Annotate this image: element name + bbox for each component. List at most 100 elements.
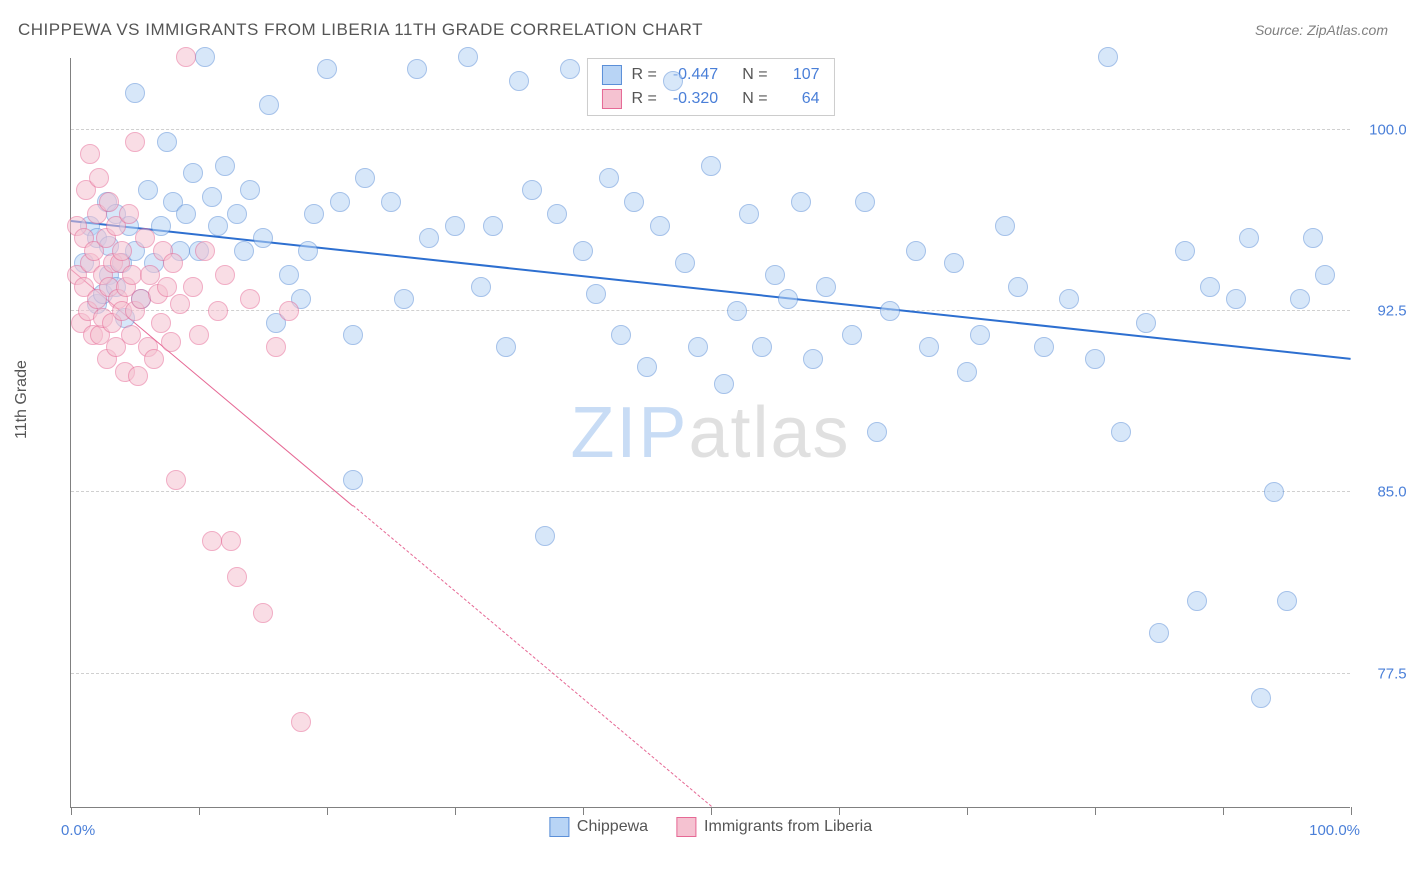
data-point [547,204,567,224]
data-point [1277,591,1297,611]
x-tick [1351,807,1352,815]
data-point [1290,289,1310,309]
data-point [995,216,1015,236]
watermark-zip: ZIP [570,393,688,473]
data-point [970,325,990,345]
data-point [573,241,593,261]
legend-row: R =-0.447N =107 [601,63,819,87]
data-point [202,187,222,207]
data-point [1085,349,1105,369]
data-point [803,349,823,369]
data-point [1149,623,1169,643]
gridline [71,491,1350,492]
data-point [1226,289,1246,309]
data-point [189,325,209,345]
data-point [89,168,109,188]
data-point [1098,47,1118,67]
data-point [394,289,414,309]
data-point [919,337,939,357]
gridline [71,673,1350,674]
y-tick-label: 100.0% [1369,121,1406,138]
data-point [483,216,503,236]
data-point [279,265,299,285]
data-point [166,470,186,490]
x-axis-max-label: 100.0% [1309,822,1360,839]
data-point [227,567,247,587]
x-tick [1095,807,1096,815]
data-point [195,241,215,261]
data-point [739,204,759,224]
data-point [99,192,119,212]
legend-swatch [676,817,696,837]
data-point [125,132,145,152]
data-point [688,337,708,357]
data-point [957,362,977,382]
data-point [701,156,721,176]
data-point [253,603,273,623]
data-point [176,47,196,67]
x-tick [839,807,840,815]
data-point [650,216,670,236]
y-tick-label: 85.0% [1377,484,1406,501]
data-point [1111,422,1131,442]
data-point [880,301,900,321]
legend-r-value: -0.320 [673,90,718,108]
data-point [458,47,478,67]
chart-source: Source: ZipAtlas.com [1255,22,1388,38]
legend-label: Immigrants from Liberia [704,818,872,836]
data-point [183,163,203,183]
x-tick [327,807,328,815]
data-point [1059,289,1079,309]
data-point [624,192,644,212]
data-point [304,204,324,224]
scatter-chart: ZIPatlas R =-0.447N =107R =-0.320N =64 0… [70,58,1350,808]
data-point [855,192,875,212]
data-point [407,59,427,79]
data-point [1264,482,1284,502]
series-legend: Chippewa Immigrants from Liberia [549,817,872,837]
legend-r-label: R = [631,90,656,108]
data-point [1315,265,1335,285]
data-point [144,349,164,369]
correlation-legend: R =-0.447N =107 R = -0.320 N = 64 [586,58,834,116]
legend-swatch [549,817,569,837]
gridline [71,129,1350,130]
data-point [727,301,747,321]
data-point [234,241,254,261]
legend-n-label: N = [742,90,767,108]
data-point [1200,277,1220,297]
data-point [170,294,190,314]
legend-swatch [601,89,621,109]
data-point [208,301,228,321]
data-point [509,71,529,91]
data-point [560,59,580,79]
legend-n-value: 64 [784,90,820,108]
data-point [419,228,439,248]
data-point [259,95,279,115]
data-point [253,228,273,248]
data-point [586,284,606,304]
watermark: ZIPatlas [570,392,850,474]
legend-label: Chippewa [577,818,648,836]
data-point [151,313,171,333]
data-point [125,83,145,103]
data-point [1303,228,1323,248]
data-point [1034,337,1054,357]
x-tick [455,807,456,815]
trend-line [352,505,711,807]
data-point [119,204,139,224]
data-point [176,204,196,224]
gridline [71,310,1350,311]
y-tick-label: 92.5% [1377,303,1406,320]
data-point [445,216,465,236]
data-point [215,265,235,285]
legend-item: Immigrants from Liberia [676,817,872,837]
data-point [1008,277,1028,297]
data-point [791,192,811,212]
data-point [867,422,887,442]
data-point [291,712,311,732]
data-point [157,277,177,297]
data-point [496,337,516,357]
data-point [227,204,247,224]
y-axis-title: 11th Grade [13,360,31,439]
